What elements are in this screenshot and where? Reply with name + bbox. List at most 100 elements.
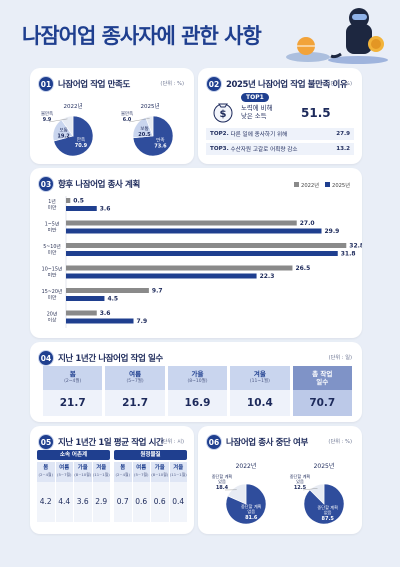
table-cell: 0.6	[132, 482, 150, 522]
bar	[66, 318, 134, 324]
category-label: 이상	[48, 317, 57, 324]
reason-value: 13.2	[336, 146, 350, 152]
column-header: 겨울 (11~1월)	[92, 462, 110, 482]
data-label: 4.5	[107, 296, 118, 303]
hours-group: 원정물질 봄 (2~4월) 0.7 여름 (5~7월) 0.6 가을 (8~10월) 0.6 겨울(…	[114, 450, 187, 522]
table-cell-total: 70.7	[292, 390, 352, 416]
unit-label: (단위 : %)	[328, 81, 352, 87]
section-title: 지난 1년간 나잠어업 작업 일수	[58, 354, 163, 364]
table-cell: 21.7	[105, 390, 165, 416]
table-header-total: 총 작업 일수	[292, 366, 352, 390]
bar	[66, 243, 347, 248]
table-cell: 0.6	[151, 482, 169, 522]
hours-column: 겨울 (11~1월) 2.9	[92, 462, 110, 522]
svg-text:$: $	[220, 109, 227, 120]
slice-label: 보통	[59, 128, 67, 134]
slice-label: 불만족	[121, 110, 133, 117]
data-label: 7.9	[137, 318, 148, 325]
leader-line	[128, 118, 150, 123]
pie-slice	[60, 115, 74, 137]
slice-value: 19.2	[57, 134, 70, 140]
slice-value: 12.5	[294, 485, 307, 491]
leader-line	[48, 118, 68, 123]
satisfaction-pies: 2022년만족70.9보통19.2불만족9.92025년만족73.6보통20.5…	[41, 102, 174, 157]
slice-label: 있음	[218, 478, 226, 485]
hours-column: 가을 (8~10월) 0.6	[151, 462, 169, 522]
hours-column: 가을 (8~10월) 3.6	[74, 462, 92, 522]
category-label: 20년	[47, 311, 58, 318]
category-label: 10~15년	[42, 266, 63, 273]
column-header: 여름 (5~7월)	[132, 462, 150, 482]
chart-legend: 2022년 2025년	[294, 182, 350, 189]
table-header: 겨울 (11~1월)	[230, 366, 290, 390]
category-label: 1년	[48, 198, 55, 205]
pie-slice	[227, 483, 247, 505]
slice-label: 보통	[140, 126, 148, 132]
card-future-plan: 03 향후 나잠어업 종사 계획 2022년 2025년 1년 미만 0.5 3.6 1…	[30, 168, 362, 338]
category-label: 5~10년	[43, 243, 61, 250]
unit-label: (단위 : 시)	[160, 439, 184, 445]
card-dissatisfaction-reasons: 02 2025년 나잠어업 작업 불만족 이유 (단위 : %) $ TOP1 …	[198, 68, 362, 164]
slice-value: 87.5	[322, 516, 335, 522]
reason-row: TOP3. 수산자원 고갈로 어획량 감소 13.2	[206, 143, 354, 155]
legend-item-2022: 2022년	[294, 182, 319, 189]
hours-column: 여름 (5~7월) 4.4	[55, 462, 73, 522]
card-work-hours: 05 지난 1년간 1일 평균 작업 시간 (단위 : 시) 소속 어촌계 봄 (2…	[30, 426, 194, 534]
bar	[66, 296, 105, 301]
legend-item-2025: 2025년	[325, 182, 350, 189]
table-cell: 4.4	[55, 482, 73, 522]
pie-slice	[145, 115, 154, 137]
data-label: 3.6	[100, 310, 111, 317]
section-number: 04	[38, 350, 54, 366]
bar	[66, 251, 338, 256]
pie-slice	[309, 483, 325, 505]
reason-value: 27.9	[336, 131, 350, 137]
pie-year-label: 2025년	[140, 102, 159, 110]
card-work-days: 04 지난 1년간 나잠어업 작업 일수 (단위 : 일) 봄 (2~4월) 여름…	[30, 342, 362, 422]
table-header: 여름 (5~7월)	[105, 366, 165, 390]
hours-column: 여름 (5~7월) 0.6	[132, 462, 150, 522]
data-label: 31.8	[341, 251, 356, 258]
reason-rank: TOP3.	[210, 146, 229, 152]
pie-year-label: 2022년	[236, 462, 257, 470]
table-header: 봄 (2~4월)	[43, 366, 103, 390]
slice-value: 81.6	[245, 515, 258, 521]
slice-label: 중단할 계획	[212, 473, 233, 480]
card-quit-intention: 06 나잠어업 종사 중단 여부 (단위 : %) 2022년 중단할 계획 없음 8…	[198, 426, 362, 534]
column-header: 여름 (5~7월)	[55, 462, 73, 482]
category-label: 미만	[48, 227, 57, 234]
category-label: 15~20년	[42, 288, 63, 295]
column-header: 가을 (8~10월)	[74, 462, 92, 482]
hours-column: 봄 (2~4월) 0.7	[114, 462, 132, 522]
top1-value: 51.5	[301, 106, 331, 120]
hours-column: 겨울 (11~1월) 0.4	[169, 462, 187, 522]
category-label: 미만	[48, 249, 57, 256]
bar	[66, 310, 97, 316]
top1-badge: TOP1	[241, 93, 269, 102]
top1-label: 노력에 비해 낮은 소득	[241, 104, 272, 120]
table-cell: 10.4	[230, 390, 290, 416]
slice-label: 없음	[247, 508, 255, 515]
section-title: 2025년 나잠어업 작업 불만족 이유	[226, 80, 348, 90]
slice-label: 있음	[296, 478, 304, 485]
table-cell: 3.6	[74, 482, 92, 522]
table-cell: 0.7	[114, 482, 132, 522]
slice-value: 20.5	[138, 132, 151, 138]
table-header: 가을 (8~10월)	[167, 366, 228, 390]
reason-row: TOP2. 다른 일에 종사하기 위해 27.9	[206, 128, 354, 140]
slice-label: 중단할 계획	[317, 504, 338, 511]
section-title: 나잠어업 종사 중단 여부	[226, 438, 308, 448]
group-header: 소속 어촌계	[37, 450, 110, 460]
future-plan-bar-chart: 1년미만0.53.61~5년미만27.029.95~10년미만32.831.81…	[42, 196, 362, 328]
data-label: 32.8	[349, 243, 362, 250]
table-cell: 0.4	[169, 482, 187, 522]
data-label: 3.6	[100, 206, 111, 213]
section-number: 03	[38, 176, 54, 192]
bar	[66, 273, 257, 279]
unit-label: (단위 : %)	[160, 81, 184, 87]
reason-label: 수산자원 고갈로 어획량 감소	[230, 147, 298, 153]
category-label: 미만	[48, 294, 57, 301]
hours-column: 봄 (2~4월) 4.2	[37, 462, 55, 522]
